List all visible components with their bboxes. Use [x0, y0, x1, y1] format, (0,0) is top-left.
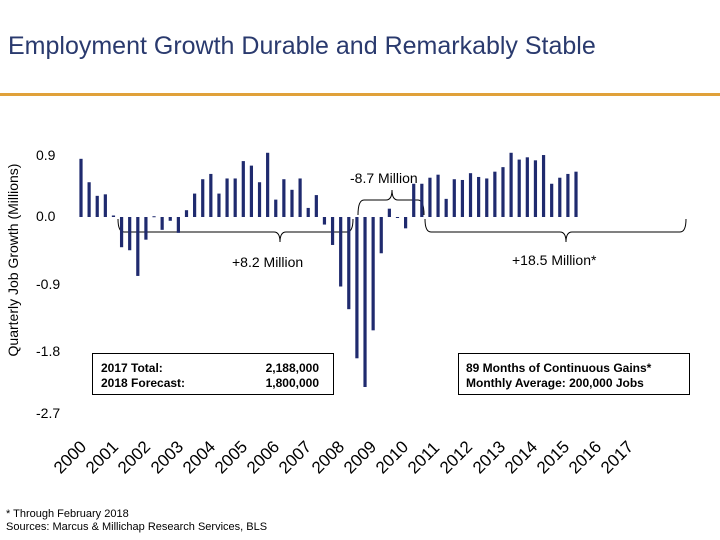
bar [282, 179, 286, 217]
chart-title: Employment Growth Durable and Remarkably… [8, 32, 596, 60]
bar [477, 176, 481, 217]
bar [111, 215, 116, 217]
bar [144, 217, 148, 240]
bar [347, 217, 351, 310]
bar [152, 216, 156, 218]
bar [541, 155, 546, 217]
bar [314, 195, 318, 217]
bar [485, 178, 489, 217]
bar [420, 183, 424, 217]
bar [298, 178, 302, 217]
y-tick-label: -0.9 [36, 276, 61, 292]
bar [79, 158, 83, 217]
bar [493, 171, 497, 217]
callout-right: +18.5 Million* [512, 252, 597, 268]
bars-group [79, 152, 578, 387]
bar [404, 217, 408, 229]
bar [168, 217, 172, 221]
bar [209, 173, 213, 217]
y-tick-label: 0.0 [36, 208, 56, 224]
bar [339, 217, 343, 287]
bar [436, 174, 440, 217]
bar [87, 182, 91, 217]
bar [501, 167, 505, 217]
callout-mid: -8.7 Million [350, 170, 418, 186]
footnote: Sources: Marcus & Millichap Research Ser… [6, 521, 268, 533]
bar [468, 173, 473, 217]
bar [533, 160, 538, 217]
y-tick-label: -1.8 [36, 343, 61, 359]
bar [387, 208, 391, 217]
bar [452, 179, 456, 217]
gains-box: 89 Months of Continuous Gains* Monthly A… [458, 353, 690, 395]
bracket-right [424, 218, 687, 243]
bar [128, 217, 132, 251]
bar [257, 182, 262, 217]
bar [444, 198, 448, 217]
box-value: 1,800,000 [265, 376, 319, 390]
bar [371, 217, 375, 331]
bar [201, 179, 205, 217]
bar [103, 194, 107, 217]
bar [160, 217, 164, 230]
title-rule [0, 93, 720, 96]
bar [412, 183, 416, 217]
bar [517, 159, 521, 217]
bar [241, 161, 245, 217]
bar [274, 199, 278, 217]
bar [306, 207, 310, 217]
bar [217, 193, 221, 217]
bar [566, 173, 570, 217]
bar [119, 217, 124, 248]
bar [266, 152, 270, 217]
bar [379, 217, 383, 254]
footnotes: * Through February 2018 Sources: Marcus … [6, 508, 267, 534]
bar [95, 195, 99, 217]
footnote: * Through February 2018 [6, 508, 129, 520]
bar [525, 157, 529, 217]
bar [290, 189, 294, 217]
bar [249, 165, 254, 217]
box-line: Monthly Average: 200,000 Jobs [466, 376, 644, 390]
bracket-left [117, 218, 354, 243]
bar [574, 171, 578, 217]
bar [363, 217, 367, 387]
callout-left: +8.2 Million [232, 254, 304, 270]
bar [509, 152, 513, 217]
y-tick-label: 0.9 [36, 147, 56, 163]
box-line: 89 Months of Continuous Gains* [466, 361, 652, 375]
bar [355, 217, 359, 359]
bar [233, 178, 237, 217]
bar [193, 193, 197, 217]
bar [176, 217, 180, 233]
bar [225, 178, 229, 217]
forecast-box: 2017 Total: 2018 Forecast: 2,188,000 1,8… [92, 353, 334, 395]
box-value: 2,188,000 [265, 361, 319, 375]
box-label: 2017 Total: [101, 361, 163, 375]
bar [428, 177, 432, 217]
bar [136, 217, 140, 276]
bar [460, 179, 465, 217]
y-tick-label: -2.7 [36, 405, 61, 421]
box-label: 2018 Forecast: [101, 376, 186, 390]
bar [550, 183, 554, 217]
bar [330, 217, 335, 245]
bar [184, 210, 189, 217]
bar [395, 217, 400, 218]
bar [322, 217, 327, 225]
bar [558, 177, 562, 217]
